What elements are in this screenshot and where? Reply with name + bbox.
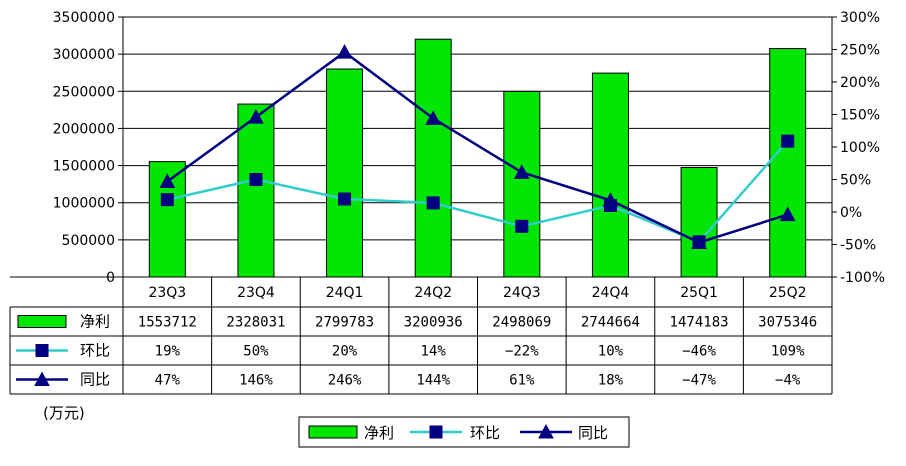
line-同比 xyxy=(166,50,789,244)
category-label: 24Q2 xyxy=(414,285,452,301)
point-环比-23Q3 xyxy=(160,193,174,207)
point-环比-23Q4 xyxy=(249,173,263,186)
data-label: 20% xyxy=(332,344,358,360)
right-tick-label: -100% xyxy=(840,270,885,286)
bar-25Q2 xyxy=(769,48,807,278)
left-tick-label: 2500000 xyxy=(53,84,115,100)
row-key-marker-环比 xyxy=(35,344,49,357)
point-环比-24Q2 xyxy=(426,196,440,210)
data-label: 144% xyxy=(416,373,450,389)
legend-label: 环比 xyxy=(470,424,500,442)
left-tick-label: 1500000 xyxy=(53,159,115,175)
bar-24Q3 xyxy=(503,90,541,278)
right-tick-label: 50% xyxy=(840,173,871,189)
row-key-净利 xyxy=(17,315,67,328)
point-同比-23Q3 xyxy=(159,173,176,188)
data-label: 19% xyxy=(155,344,181,360)
data-label: 2328031 xyxy=(226,315,285,331)
data-label: −4% xyxy=(775,373,801,389)
left-tick-label: 3500000 xyxy=(53,10,115,26)
category-label: 25Q1 xyxy=(680,285,718,301)
legend-key-marker-环比 xyxy=(429,425,443,439)
point-环比-24Q1 xyxy=(338,192,352,206)
point-同比-25Q1 xyxy=(691,234,707,250)
right-tick-label: 150% xyxy=(840,108,880,124)
point-环比-24Q3 xyxy=(515,219,529,233)
data-label: 61% xyxy=(509,373,535,389)
category-label: 24Q3 xyxy=(503,285,541,301)
right-tick-label: 250% xyxy=(840,43,880,59)
right-tick-label: 100% xyxy=(840,140,880,156)
plot-area xyxy=(122,16,833,278)
data-label: 2799783 xyxy=(315,315,374,331)
left-tick-label: 3000000 xyxy=(53,47,115,63)
point-同比-24Q1 xyxy=(336,44,353,59)
data-label: −22% xyxy=(505,344,539,360)
legend-key-净利 xyxy=(308,425,358,439)
row-label: 净利 xyxy=(80,313,110,331)
point-同比-25Q2 xyxy=(779,206,796,222)
data-label: 109% xyxy=(771,344,805,360)
bar-23Q4 xyxy=(237,103,275,278)
right-tick-label: 300% xyxy=(840,10,880,26)
legend-label: 同比 xyxy=(578,424,608,442)
bar-24Q4 xyxy=(591,72,629,278)
unit-label: (万元) xyxy=(43,404,85,422)
data-label: 50% xyxy=(243,344,269,360)
right-tick-label: 200% xyxy=(840,75,880,91)
category-label: 25Q2 xyxy=(769,285,807,301)
row-label: 环比 xyxy=(80,342,110,360)
bar-24Q2 xyxy=(414,38,452,278)
data-label: 2744664 xyxy=(581,315,640,331)
row-key-marker-同比 xyxy=(34,371,50,386)
left-tick-label: 2000000 xyxy=(53,121,115,137)
data-label: 2498069 xyxy=(492,315,551,331)
category-label: 24Q1 xyxy=(326,285,364,301)
left-tick-label: 0 xyxy=(106,270,115,286)
data-label: 14% xyxy=(421,344,447,360)
right-tick-label: 0% xyxy=(840,205,862,221)
point-同比-24Q3 xyxy=(513,164,530,179)
legend-label: 净利 xyxy=(364,424,394,442)
category-label: 23Q4 xyxy=(237,285,275,301)
category-label: 23Q3 xyxy=(148,285,186,301)
row-label: 同比 xyxy=(80,371,110,389)
data-label: 10% xyxy=(598,344,624,360)
data-label: 18% xyxy=(598,373,624,389)
data-label: 1553712 xyxy=(138,315,197,331)
point-环比-25Q2 xyxy=(781,134,795,148)
left-tick-label: 500000 xyxy=(62,233,115,249)
category-label: 24Q4 xyxy=(592,285,630,301)
data-label: 3075346 xyxy=(758,315,817,331)
point-同比-24Q2 xyxy=(425,110,442,125)
data-label: 246% xyxy=(328,373,362,389)
point-同比-24Q4 xyxy=(602,192,619,207)
point-同比-23Q4 xyxy=(248,109,264,124)
bar-24Q1 xyxy=(326,68,364,278)
data-label: 1474183 xyxy=(670,315,729,331)
right-tick-label: -50% xyxy=(840,238,876,254)
legend-key-marker-同比 xyxy=(538,423,554,439)
data-label: −47% xyxy=(682,373,716,389)
data-label: −46% xyxy=(682,344,716,360)
left-tick-label: 1000000 xyxy=(53,196,115,212)
bar-25Q1 xyxy=(680,166,718,278)
data-label: 47% xyxy=(155,373,181,389)
data-label: 3200936 xyxy=(404,315,463,331)
data-label: 146% xyxy=(239,373,273,389)
